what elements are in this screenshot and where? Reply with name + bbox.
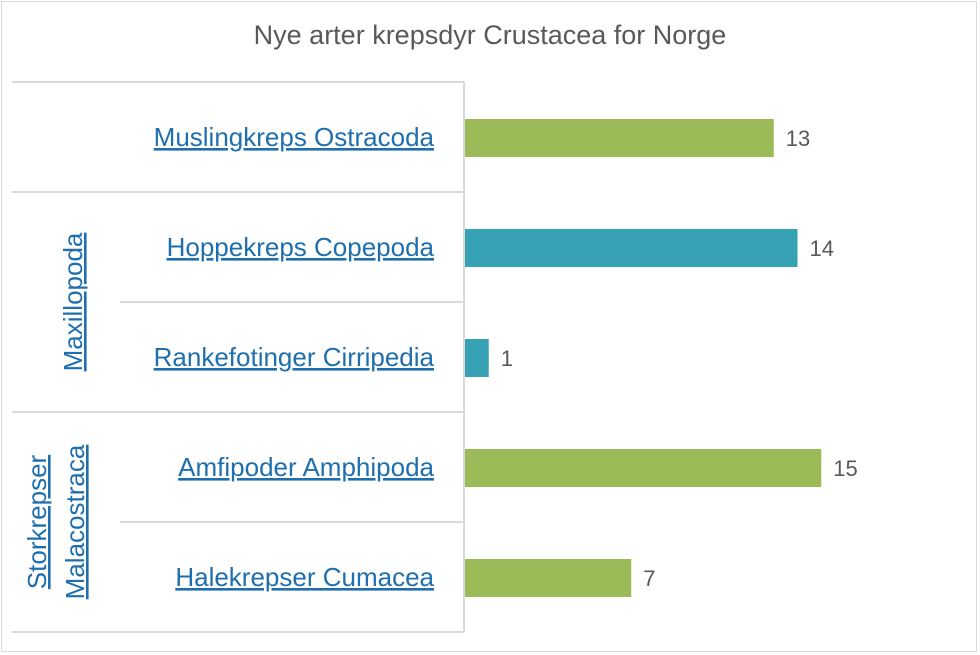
value-label: 13 [786,126,810,151]
value-label: 7 [643,566,655,591]
chart-title: Nye arter krepsdyr Crustacea for Norge [253,20,727,50]
bars [465,119,822,597]
category-label[interactable]: Muslingkreps Ostracoda [154,122,435,152]
group-label[interactable]: Malacostraca [60,444,90,599]
category-label[interactable]: Rankefotinger Cirripedia [154,342,435,372]
group-label[interactable]: Storkrepser [22,454,52,589]
bar [465,559,632,597]
category-axis-grid [12,81,465,633]
category-labels: Muslingkreps Ostracoda Hoppekreps Copepod… [154,122,435,592]
group-labels: Maxillopoda Storkrepser Malacostraca [22,232,90,599]
group-label[interactable]: Maxillopoda [58,232,88,371]
bar [465,449,822,487]
value-label: 14 [810,236,834,261]
bar [465,119,774,157]
value-label: 1 [501,346,513,371]
category-label[interactable]: Hoppekreps Copepoda [167,232,435,262]
bar [465,229,798,267]
bar [465,339,489,377]
value-labels: 13 14 1 15 7 [501,126,858,591]
value-label: 15 [833,456,857,481]
category-label[interactable]: Halekrepser Cumacea [175,562,434,592]
category-label[interactable]: Amfipoder Amphipoda [178,452,434,482]
